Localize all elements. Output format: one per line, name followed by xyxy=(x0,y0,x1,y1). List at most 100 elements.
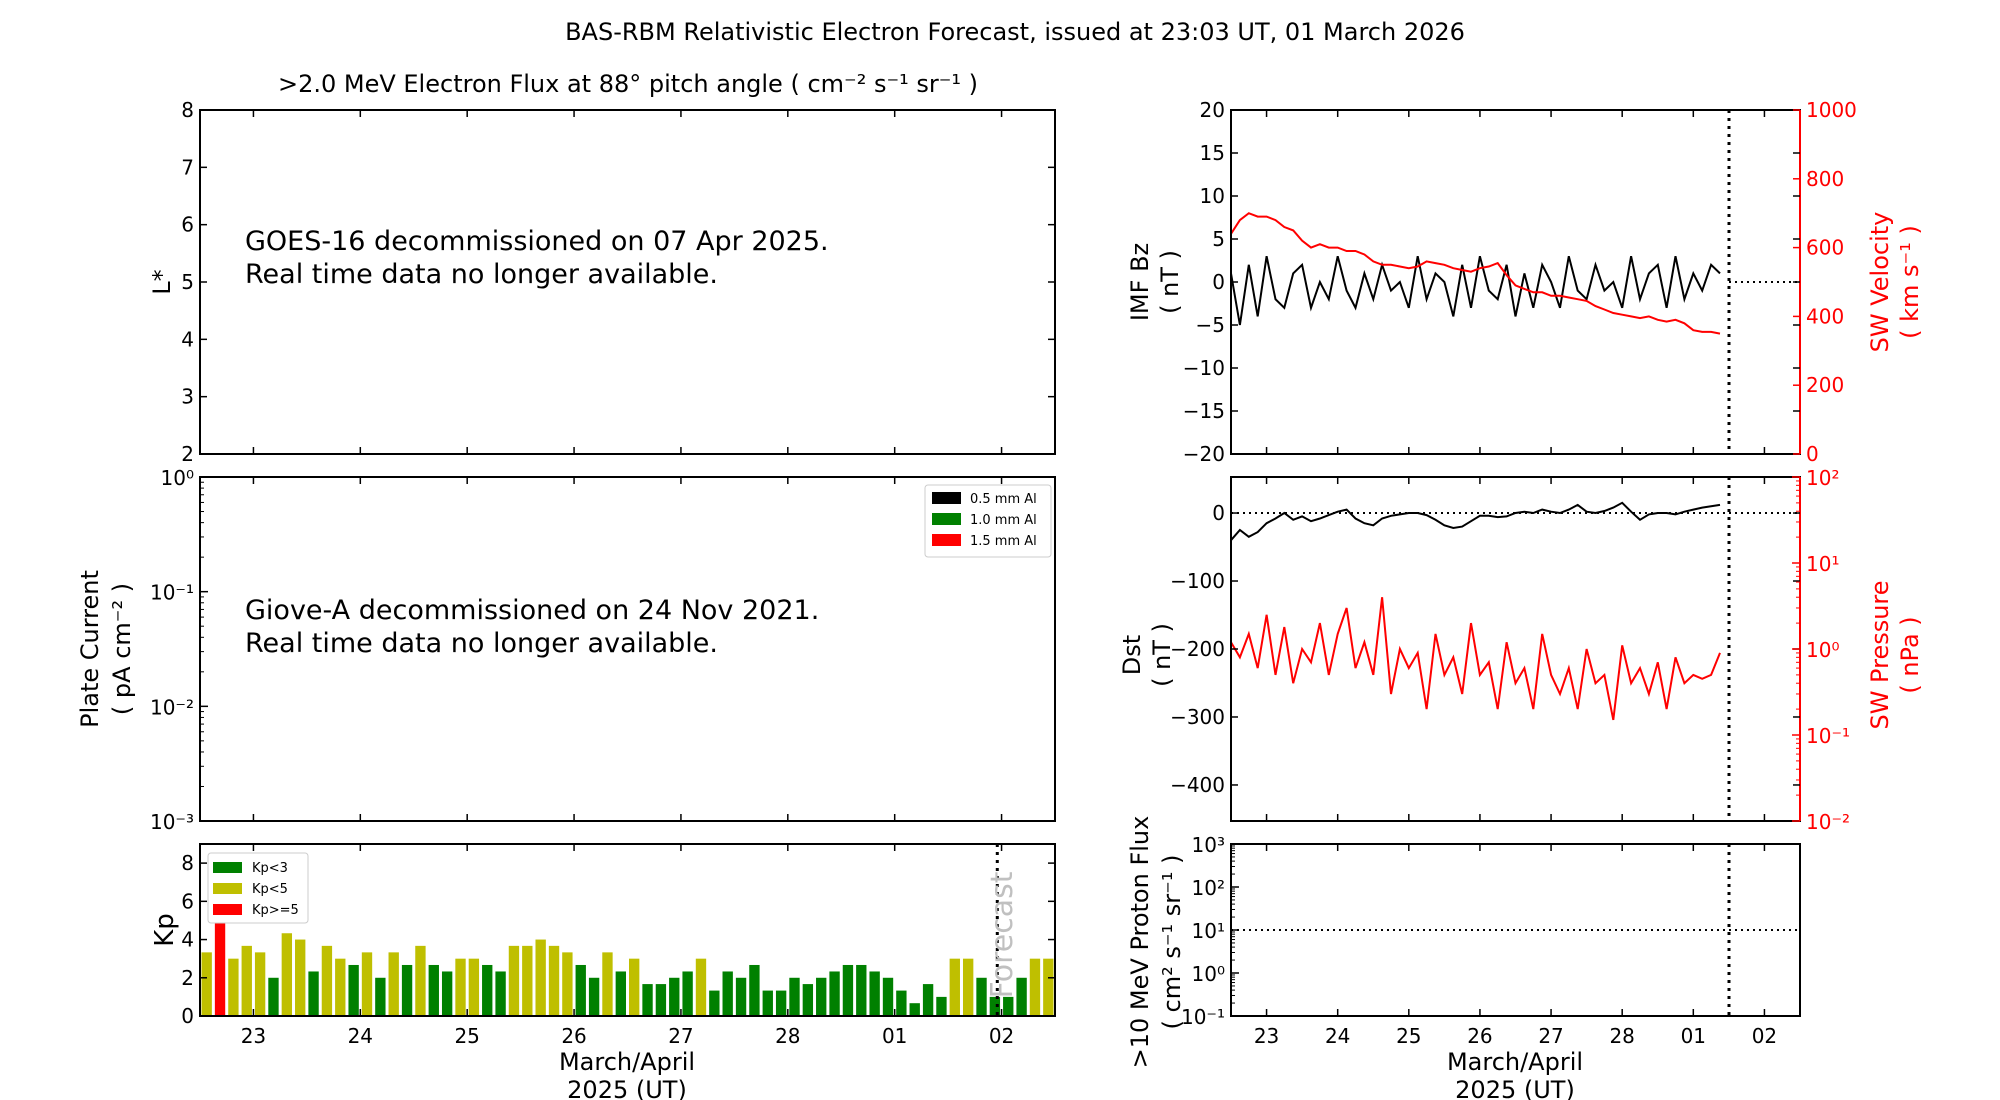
kp-bar xyxy=(361,952,373,1016)
kp-bar xyxy=(615,971,626,1016)
kp-bar xyxy=(455,958,466,1016)
y-tick-label: 4 xyxy=(181,327,194,351)
kp-bar xyxy=(562,952,573,1016)
plate-current-legend: 0.5 mm Al 1.0 mm Al 1.5 mm Al xyxy=(924,484,1052,558)
kp-bar xyxy=(896,990,907,1016)
imf-ylabel-line2: ( nT ) xyxy=(1156,250,1184,314)
y-tick-label: 10⁰ xyxy=(161,466,194,490)
giove-annotation-line1: Giove-A decommissioned on 24 Nov 2021. xyxy=(245,595,819,626)
electron-flux-xticks xyxy=(252,110,1003,454)
y-tick-label: 10³ xyxy=(1192,833,1225,857)
kp-bar xyxy=(775,990,787,1016)
kp-bar xyxy=(535,939,546,1016)
y-tick-label: 5 xyxy=(1212,227,1225,251)
sw-pressure-ylabel-line1: SW Pressure xyxy=(1866,580,1894,729)
kp-bar xyxy=(228,958,239,1016)
dst-xticks xyxy=(1265,477,1766,821)
kp-bar xyxy=(335,958,346,1016)
imf-ylabel-line1: IMF Bz xyxy=(1126,243,1154,321)
electron-flux-panel: >2.0 MeV Electron Flux at 88° pitch angl… xyxy=(148,70,1056,466)
y-tick-label: 2 xyxy=(181,966,194,990)
imf-bz-series xyxy=(1230,255,1721,326)
kp-xticks: 23 24 25 26 27 28 01 02 xyxy=(241,844,1014,1048)
plate-current-frame xyxy=(199,476,1056,822)
kp-bar xyxy=(749,964,760,1016)
kp-bar xyxy=(482,964,493,1016)
y-tick-label: 10¹ xyxy=(1192,919,1225,943)
x-tick-label: 24 xyxy=(1325,1024,1350,1048)
kp-bar xyxy=(722,971,733,1016)
y-tick-label: 0 xyxy=(1806,442,1819,466)
legend-label-1.0mm: 1.0 mm Al xyxy=(970,513,1037,528)
kp-bar xyxy=(869,971,880,1016)
kp-xlabel-line2: 2025 (UT) xyxy=(567,1076,687,1100)
imf-xticks xyxy=(1265,110,1766,454)
dst-series xyxy=(1230,501,1721,541)
x-tick-label: 26 xyxy=(561,1024,586,1048)
y-tick-label: 6 xyxy=(181,213,194,237)
goes-annotation-line2: Real time data no longer available. xyxy=(245,259,718,290)
kp-bar xyxy=(495,971,506,1016)
kp-forecast-bar xyxy=(1003,996,1014,1016)
kp-bar xyxy=(735,977,747,1016)
x-tick-label: 02 xyxy=(989,1024,1014,1048)
kp-bar xyxy=(254,952,266,1016)
kp-legend-swatch-mid xyxy=(213,883,242,894)
y-tick-label: 600 xyxy=(1806,236,1844,260)
kp-bar xyxy=(602,952,613,1016)
sw-pressure-series xyxy=(1230,597,1721,721)
y-tick-label: 2 xyxy=(181,442,194,466)
sw-velocity-series xyxy=(1230,212,1721,335)
legend-swatch-1.0mm xyxy=(932,513,961,525)
kp-bar xyxy=(682,971,693,1016)
kp-forecast-bar xyxy=(989,996,1001,1016)
kp-bar xyxy=(428,964,439,1016)
kp-bar xyxy=(415,945,426,1016)
sw-velocity-ylabel-line2: ( km s⁻¹ ) xyxy=(1896,225,1924,339)
y-tick-label: 8 xyxy=(181,851,194,875)
plate-current-yticks: 10⁻³ 10⁻² 10⁻¹ 10⁰ xyxy=(150,466,208,834)
kp-forecast-bar xyxy=(976,977,987,1016)
y-tick-label: 5 xyxy=(181,270,194,294)
kp-bar xyxy=(308,971,319,1016)
y-tick-label: 4 xyxy=(181,928,194,952)
x-tick-label: 23 xyxy=(241,1024,266,1048)
x-tick-label: 25 xyxy=(454,1024,479,1048)
imf-frame xyxy=(1230,109,1801,455)
y-tick-label: 10⁻² xyxy=(150,695,194,719)
legend-swatch-1.5mm xyxy=(932,534,961,546)
y-tick-label: 3 xyxy=(181,385,194,409)
plate-current-ylabel-line2: ( pA cm⁻² ) xyxy=(108,583,136,715)
kp-bar xyxy=(909,1003,920,1016)
imf-velocity-panel: −20 −15 −10 −5 0 5 10 15 20 0 200 400 600 800 1000 IM… xyxy=(1126,98,1924,466)
kp-bar xyxy=(789,977,800,1016)
y-tick-label: 10⁻¹ xyxy=(1806,724,1850,748)
y-tick-label: −5 xyxy=(1196,313,1225,337)
sw-velocity-ylabel-line1: SW Velocity xyxy=(1866,212,1894,353)
kp-bar xyxy=(468,958,480,1016)
y-tick-label: 20 xyxy=(1200,98,1225,122)
proton-flux-panel: 10⁻¹ 10⁰ 10¹ 10² 10³ 23 24 25 26 27 28 01 02 >10 Me… xyxy=(1126,816,1801,1100)
kp-forecast-bar xyxy=(1016,977,1027,1016)
proton-xlabel-line2: 2025 (UT) xyxy=(1455,1076,1575,1100)
kp-xlabel-line1: March/April xyxy=(559,1048,695,1076)
plate-current-ylabel-line1: Plate Current xyxy=(76,570,104,728)
kp-bar xyxy=(214,920,226,1016)
legend-label-1.5mm: 1.5 mm Al xyxy=(970,534,1037,549)
kp-legend-label-mid: Kp<5 xyxy=(252,882,288,897)
kp-bar xyxy=(522,945,533,1016)
kp-bar xyxy=(348,964,359,1016)
x-tick-label: 28 xyxy=(1609,1024,1634,1048)
y-tick-label: 400 xyxy=(1806,304,1844,328)
x-tick-label: 23 xyxy=(1254,1024,1279,1048)
y-tick-label: 200 xyxy=(1806,373,1844,397)
kp-bar xyxy=(669,977,680,1016)
kp-bar xyxy=(642,984,653,1016)
y-tick-label: −20 xyxy=(1183,442,1225,466)
kp-legend-label-low: Kp<3 xyxy=(252,861,288,876)
kp-bar xyxy=(508,945,520,1016)
y-tick-label: 15 xyxy=(1200,141,1225,165)
y-tick-label: 10¹ xyxy=(1806,552,1839,576)
